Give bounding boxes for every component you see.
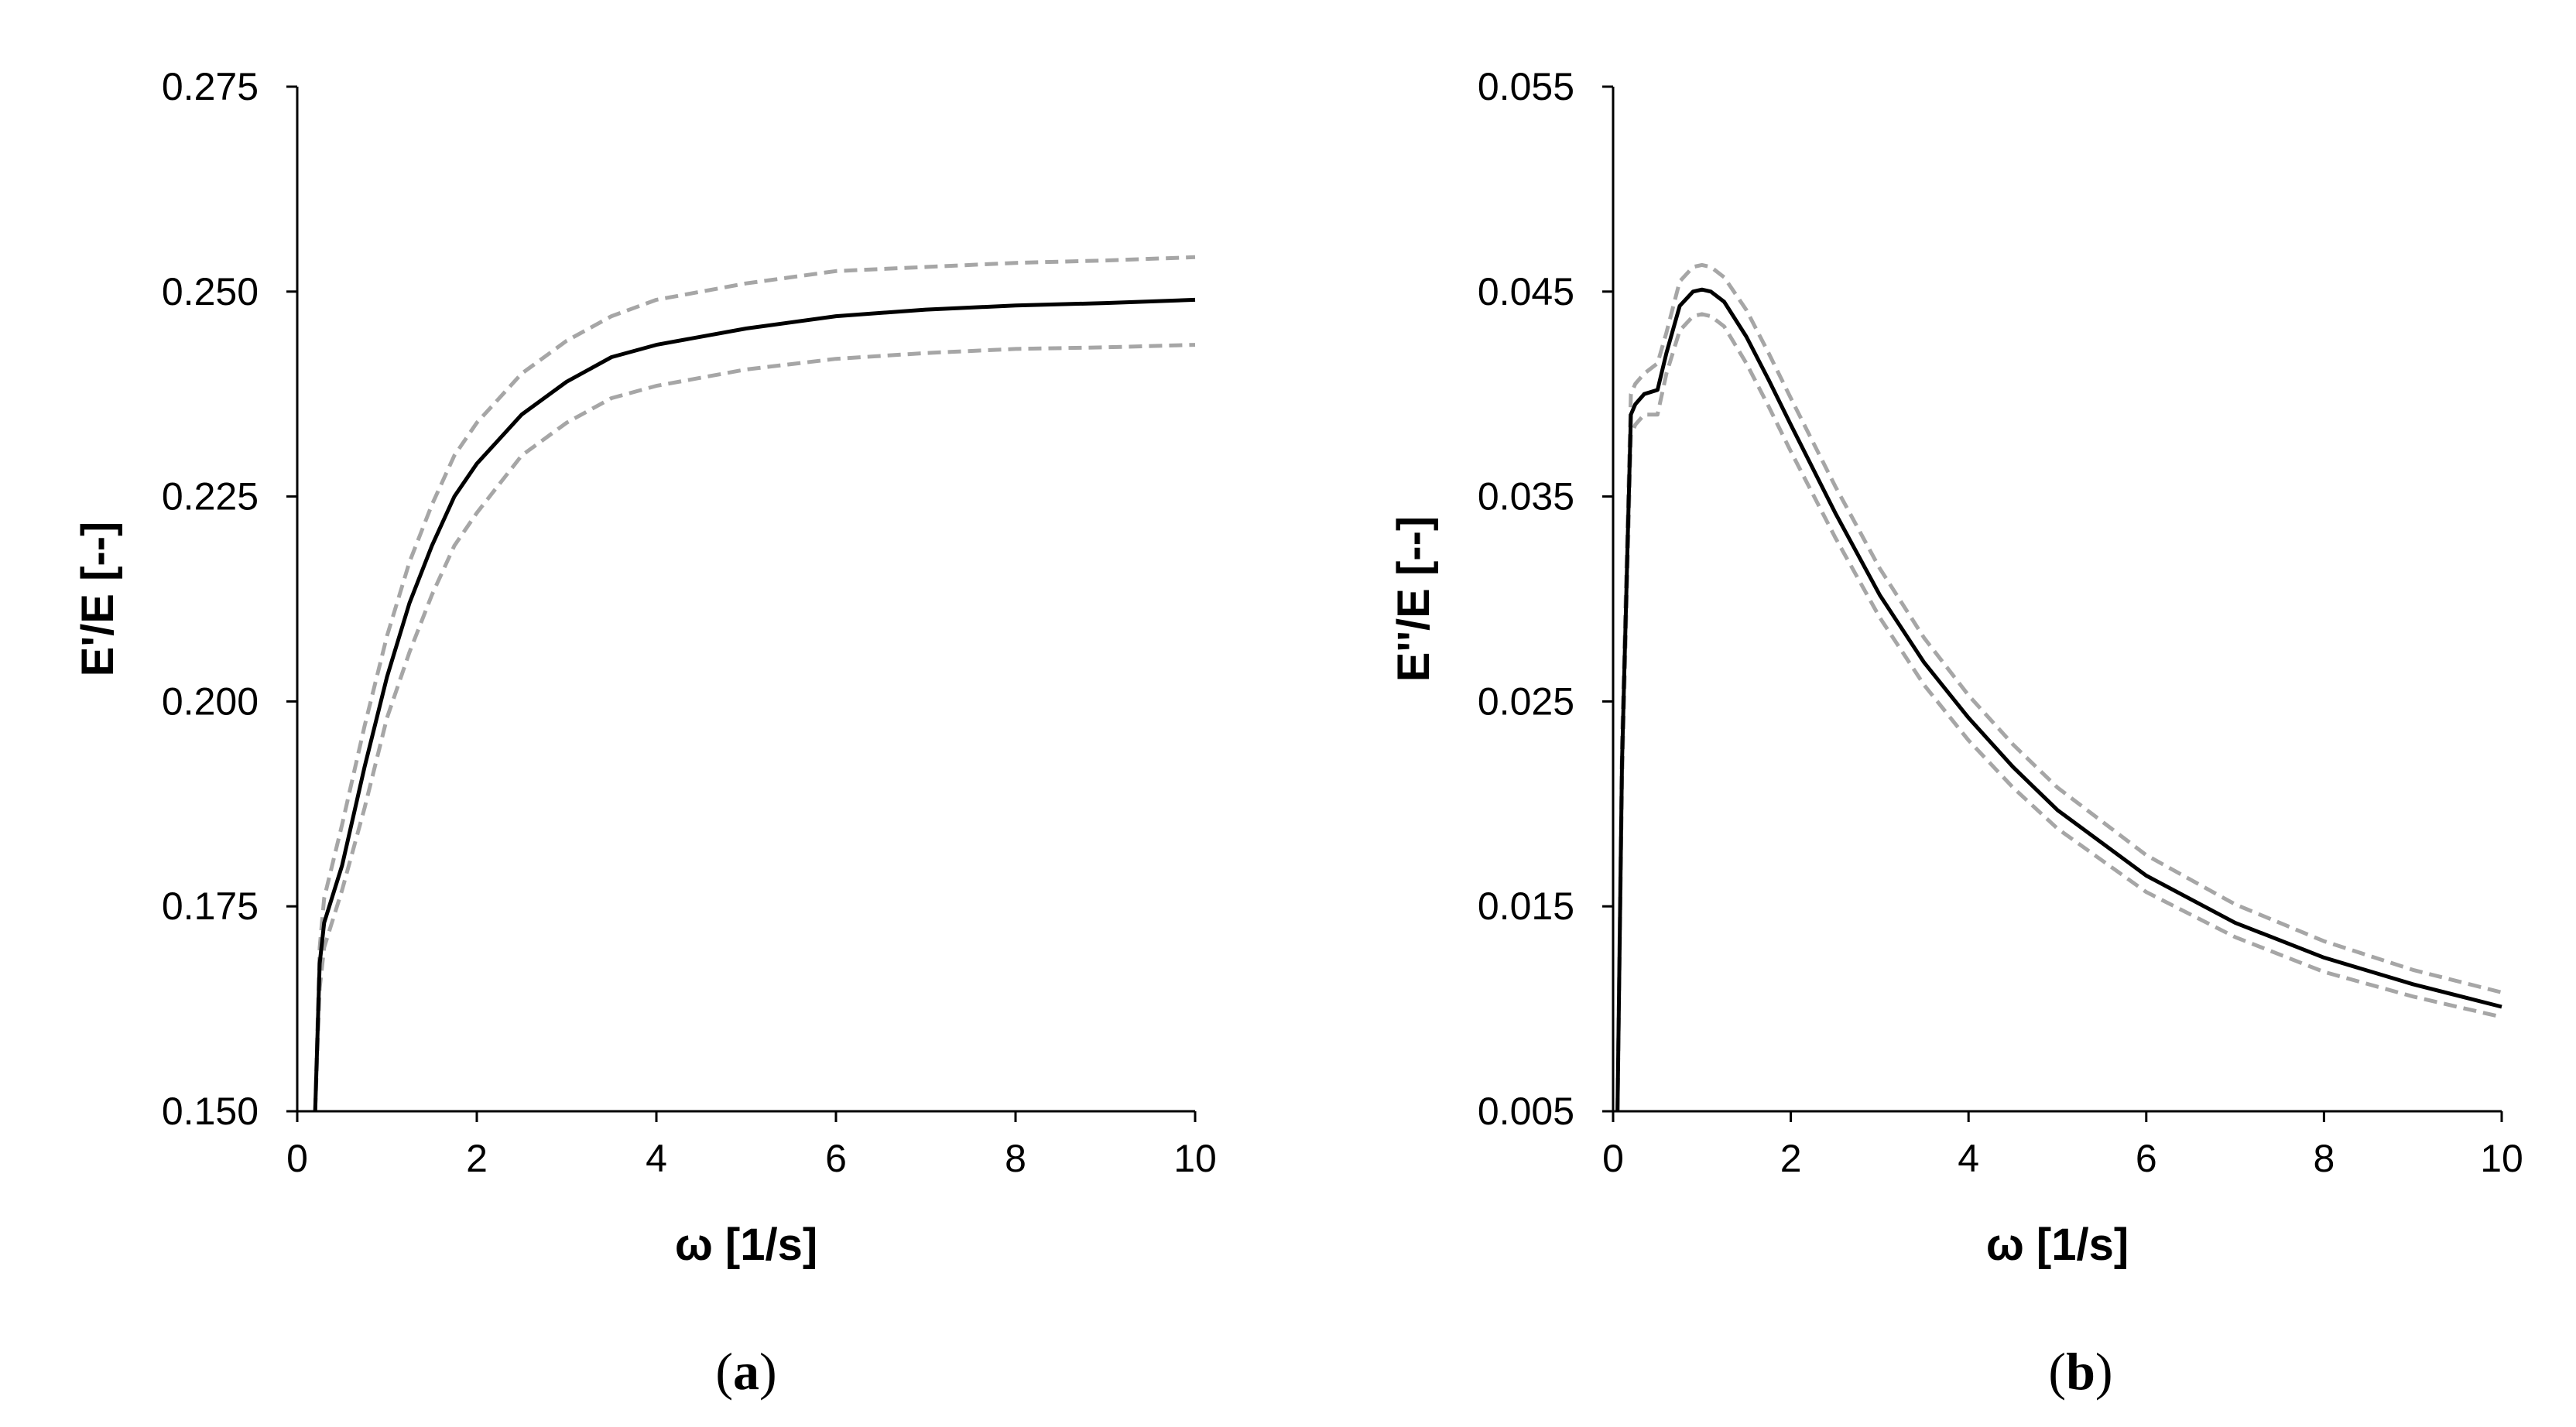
chart-b-ytick-label: 0.055	[1478, 65, 1574, 108]
chart-b-series-mean-line	[1615, 287, 2502, 1112]
chart-a: 0.150 0.175 0.200 0.225 0.250 0.275 0 2 4 6 8 10 ω…	[73, 65, 1217, 1401]
chart-b-xtick-label: 10	[2480, 1137, 2523, 1180]
chart-b-ytick-label: 0.025	[1478, 679, 1574, 723]
chart-a-plot	[313, 255, 1196, 1112]
chart-b-series-bound-line	[1615, 312, 2502, 1112]
chart-a-caption-letter: a	[733, 1342, 759, 1401]
chart-a-yticks: 0.150 0.175 0.200 0.225 0.250 0.275	[162, 65, 297, 1133]
chart-b-plot	[1615, 262, 2502, 1112]
chart-b-caption-letter: b	[2066, 1342, 2095, 1401]
chart-a-xtick-label: 6	[825, 1137, 847, 1180]
chart-a-series-bound-line	[313, 343, 1196, 1112]
chart-a-ytick-label: 0.250	[162, 270, 259, 313]
chart-a-xtick-label: 8	[1005, 1137, 1026, 1180]
chart-b-series-bound-line	[1615, 262, 2502, 1112]
chart-a-xtick-label: 2	[466, 1137, 488, 1180]
chart-b-x-axis-title: ω [1/s]	[1986, 1220, 2129, 1270]
chart-b-ytick-label: 0.045	[1478, 270, 1574, 313]
chart-a-ytick-label: 0.225	[162, 475, 259, 518]
chart-b-caption: (b)	[2048, 1342, 2112, 1401]
chart-a-xtick-label: 0	[286, 1137, 308, 1180]
chart-b-ytick-label: 0.005	[1478, 1090, 1574, 1133]
chart-b-xtick-label: 6	[2136, 1137, 2157, 1180]
chart-a-xtick-label: 10	[1173, 1137, 1217, 1180]
chart-a-xtick-label: 4	[646, 1137, 667, 1180]
chart-b-xtick-label: 4	[1958, 1137, 1979, 1180]
chart-b-y-axis-title: E''/E [--]	[1389, 516, 1439, 682]
chart-b: 0.005 0.015 0.025 0.035 0.045 0.055 0 2 4 6 8 10 ω…	[1389, 65, 2523, 1401]
chart-a-ytick-label: 0.175	[162, 885, 259, 928]
chart-a-series-mean-line	[313, 297, 1196, 1112]
chart-b-ytick-label: 0.035	[1478, 475, 1574, 518]
chart-a-y-axis-title: E'/E [--]	[73, 522, 123, 677]
chart-a-ytick-label: 0.275	[162, 65, 259, 108]
chart-a-xticks: 0 2 4 6 8 10	[286, 1111, 1217, 1180]
chart-a-caption: (a)	[715, 1342, 776, 1401]
chart-a-ytick-label: 0.150	[162, 1090, 259, 1133]
chart-a-ytick-label: 0.200	[162, 679, 259, 723]
chart-b-xticks: 0 2 4 6 8 10	[1602, 1111, 2523, 1180]
chart-b-xtick-label: 2	[1780, 1137, 1802, 1180]
chart-a-x-axis-title: ω [1/s]	[675, 1220, 817, 1270]
chart-a-series-bound-line	[313, 255, 1196, 1112]
chart-b-ytick-label: 0.015	[1478, 885, 1574, 928]
chart-b-xtick-label: 0	[1602, 1137, 1624, 1180]
chart-b-yticks: 0.005 0.015 0.025 0.035 0.045 0.055	[1478, 65, 1613, 1133]
chart-b-xtick-label: 8	[2313, 1137, 2334, 1180]
